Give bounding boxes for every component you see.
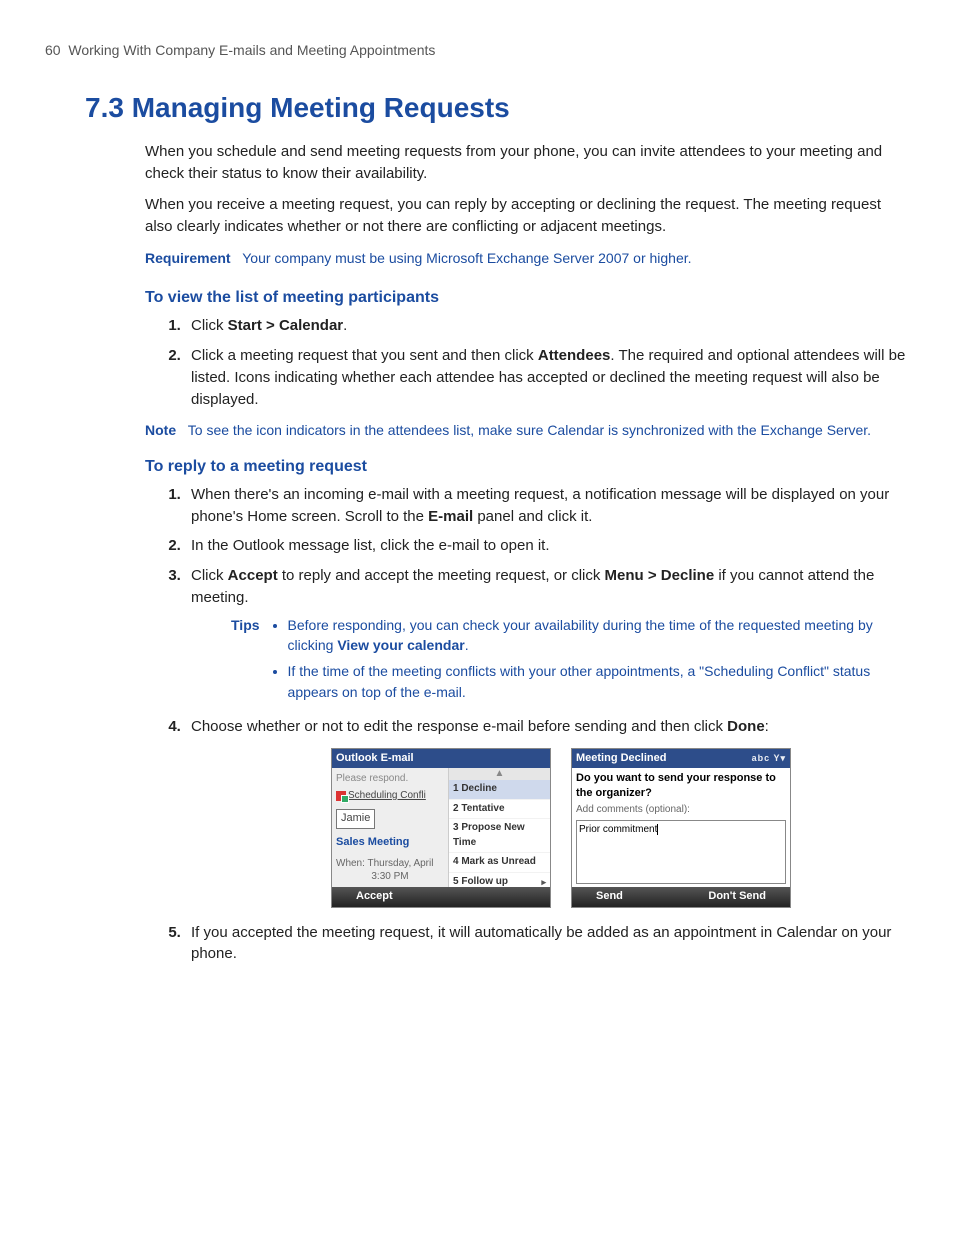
requirement-text: Your company must be using Microsoft Exc… (242, 250, 691, 266)
softkey-accept[interactable]: Accept (356, 889, 393, 905)
sec1-step1: Click Start > Calendar. (185, 315, 909, 337)
screenshot-outlook-email: Outlook E-mail Please respond. Schedulin… (331, 748, 551, 908)
conflict-icon (336, 791, 346, 801)
sec2-step4: Choose whether or not to edit the respon… (185, 716, 909, 908)
softkey-send[interactable]: Send (596, 889, 623, 905)
tips-label: Tips (231, 615, 260, 635)
intro-para-1: When you schedule and send meeting reque… (145, 141, 909, 185)
sec2-step5: If you accepted the meeting request, it … (185, 922, 909, 966)
menu-item-propose-new-time[interactable]: 3 Propose New Time (449, 819, 550, 853)
phone-title-text: Outlook E-mail (336, 751, 414, 767)
phone-titlebar: Outlook E-mail (332, 749, 550, 769)
tip-1: Before responding, you can check your av… (288, 615, 909, 656)
input-mode-indicator: abc Y▾ (752, 752, 786, 765)
section-title: 7.3 Managing Meeting Requests (85, 88, 909, 129)
meeting-when: When: Thursday, April 3:30 PM (336, 857, 444, 883)
requirement-label: Requirement (145, 250, 231, 266)
chevron-right-icon: ▸ (541, 876, 546, 887)
subheading-reply: To reply to a meeting request (145, 455, 909, 478)
add-comments-label: Add comments (optional): (576, 803, 786, 818)
menu-item-decline[interactable]: 1 Decline (449, 780, 550, 800)
menu-item-follow-up[interactable]: 5 Follow up▸ (449, 873, 550, 887)
page-number: 60 (45, 42, 61, 58)
screenshot-meeting-declined: Meeting Declined abc Y▾ Do you want to s… (571, 748, 791, 908)
intro-para-2: When you receive a meeting request, you … (145, 194, 909, 238)
subheading-view-participants: To view the list of meeting participants (145, 286, 909, 309)
sec2-step2: In the Outlook message list, click the e… (185, 535, 909, 557)
sec2-step3: Click Accept to reply and accept the mee… (185, 565, 909, 708)
organizer-name: Jamie (336, 809, 375, 829)
menu-scroll-up-icon[interactable]: ▲ (449, 768, 550, 780)
softkey-bar: Send Don't Send (572, 887, 790, 907)
menu-item-mark-unread[interactable]: 4 Mark as Unread (449, 853, 550, 873)
note-text: To see the icon indicators in the attend… (188, 422, 871, 438)
meeting-subject: Sales Meeting (336, 835, 444, 851)
phone-titlebar: Meeting Declined abc Y▾ (572, 749, 790, 769)
softkey-bar: Accept (332, 887, 550, 907)
sec2-step1: When there's an incoming e-mail with a m… (185, 484, 909, 528)
tip-2: If the time of the meeting conflicts wit… (288, 661, 909, 702)
phone-title-text: Meeting Declined (576, 751, 666, 767)
page-header: 60 Working With Company E-mails and Meet… (45, 40, 909, 60)
note-label: Note (145, 422, 176, 438)
chapter-title: Working With Company E-mails and Meeting… (68, 42, 435, 58)
context-menu: ▲ 1 Decline 2 Tentative 3 Propose New Ti… (449, 768, 550, 886)
tips-block: Tips Before responding, you can check yo… (231, 615, 909, 708)
email-preview-pane: Please respond. Scheduling Confli Jamie … (332, 768, 449, 886)
sec1-step2: Click a meeting request that you sent an… (185, 345, 909, 410)
scheduling-conflict: Scheduling Confli (336, 789, 444, 804)
softkey-dont-send[interactable]: Don't Send (708, 889, 766, 905)
respond-text: Please respond. (336, 772, 444, 787)
menu-item-tentative[interactable]: 2 Tentative (449, 800, 550, 820)
send-response-prompt: Do you want to send your response to the… (576, 771, 786, 800)
requirement-line: Requirement Your company must be using M… (145, 248, 909, 268)
comments-input[interactable]: Prior commitment (576, 820, 786, 884)
note-line: Note To see the icon indicators in the a… (145, 420, 909, 440)
